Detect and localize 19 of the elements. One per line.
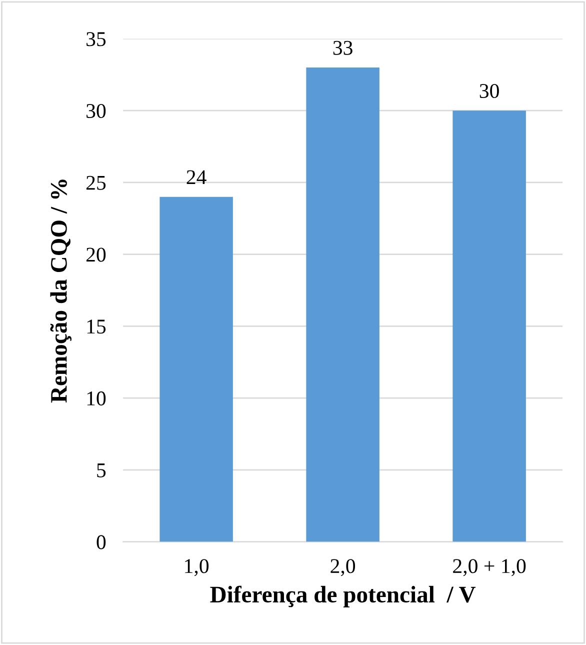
y-tick-label: 25 (86, 176, 106, 190)
x-tick-label: 1,0 (185, 559, 209, 576)
bar (306, 67, 380, 542)
y-tick-label: 15 (87, 320, 106, 334)
data-label: 30 (480, 84, 499, 98)
bar (452, 110, 526, 542)
y-tick-label: 30 (86, 104, 106, 118)
y-tick-label: 0 (96, 535, 106, 550)
y-tick-label: 35 (86, 32, 106, 46)
data-label: 24 (186, 170, 206, 184)
x-axis-title: Diferença de potencial / V (210, 586, 476, 608)
y-tick-label: 10 (87, 391, 106, 406)
y-tick-label: 20 (86, 248, 106, 262)
x-tick-label: 2,0 + 1,0 (453, 559, 526, 576)
y-tick-label: 5 (97, 464, 106, 478)
y-axis-title: Remoção da CQO / % (50, 180, 72, 403)
data-label: 33 (333, 40, 352, 55)
bar (160, 196, 233, 542)
x-tick-label: 2,0 (330, 559, 356, 576)
